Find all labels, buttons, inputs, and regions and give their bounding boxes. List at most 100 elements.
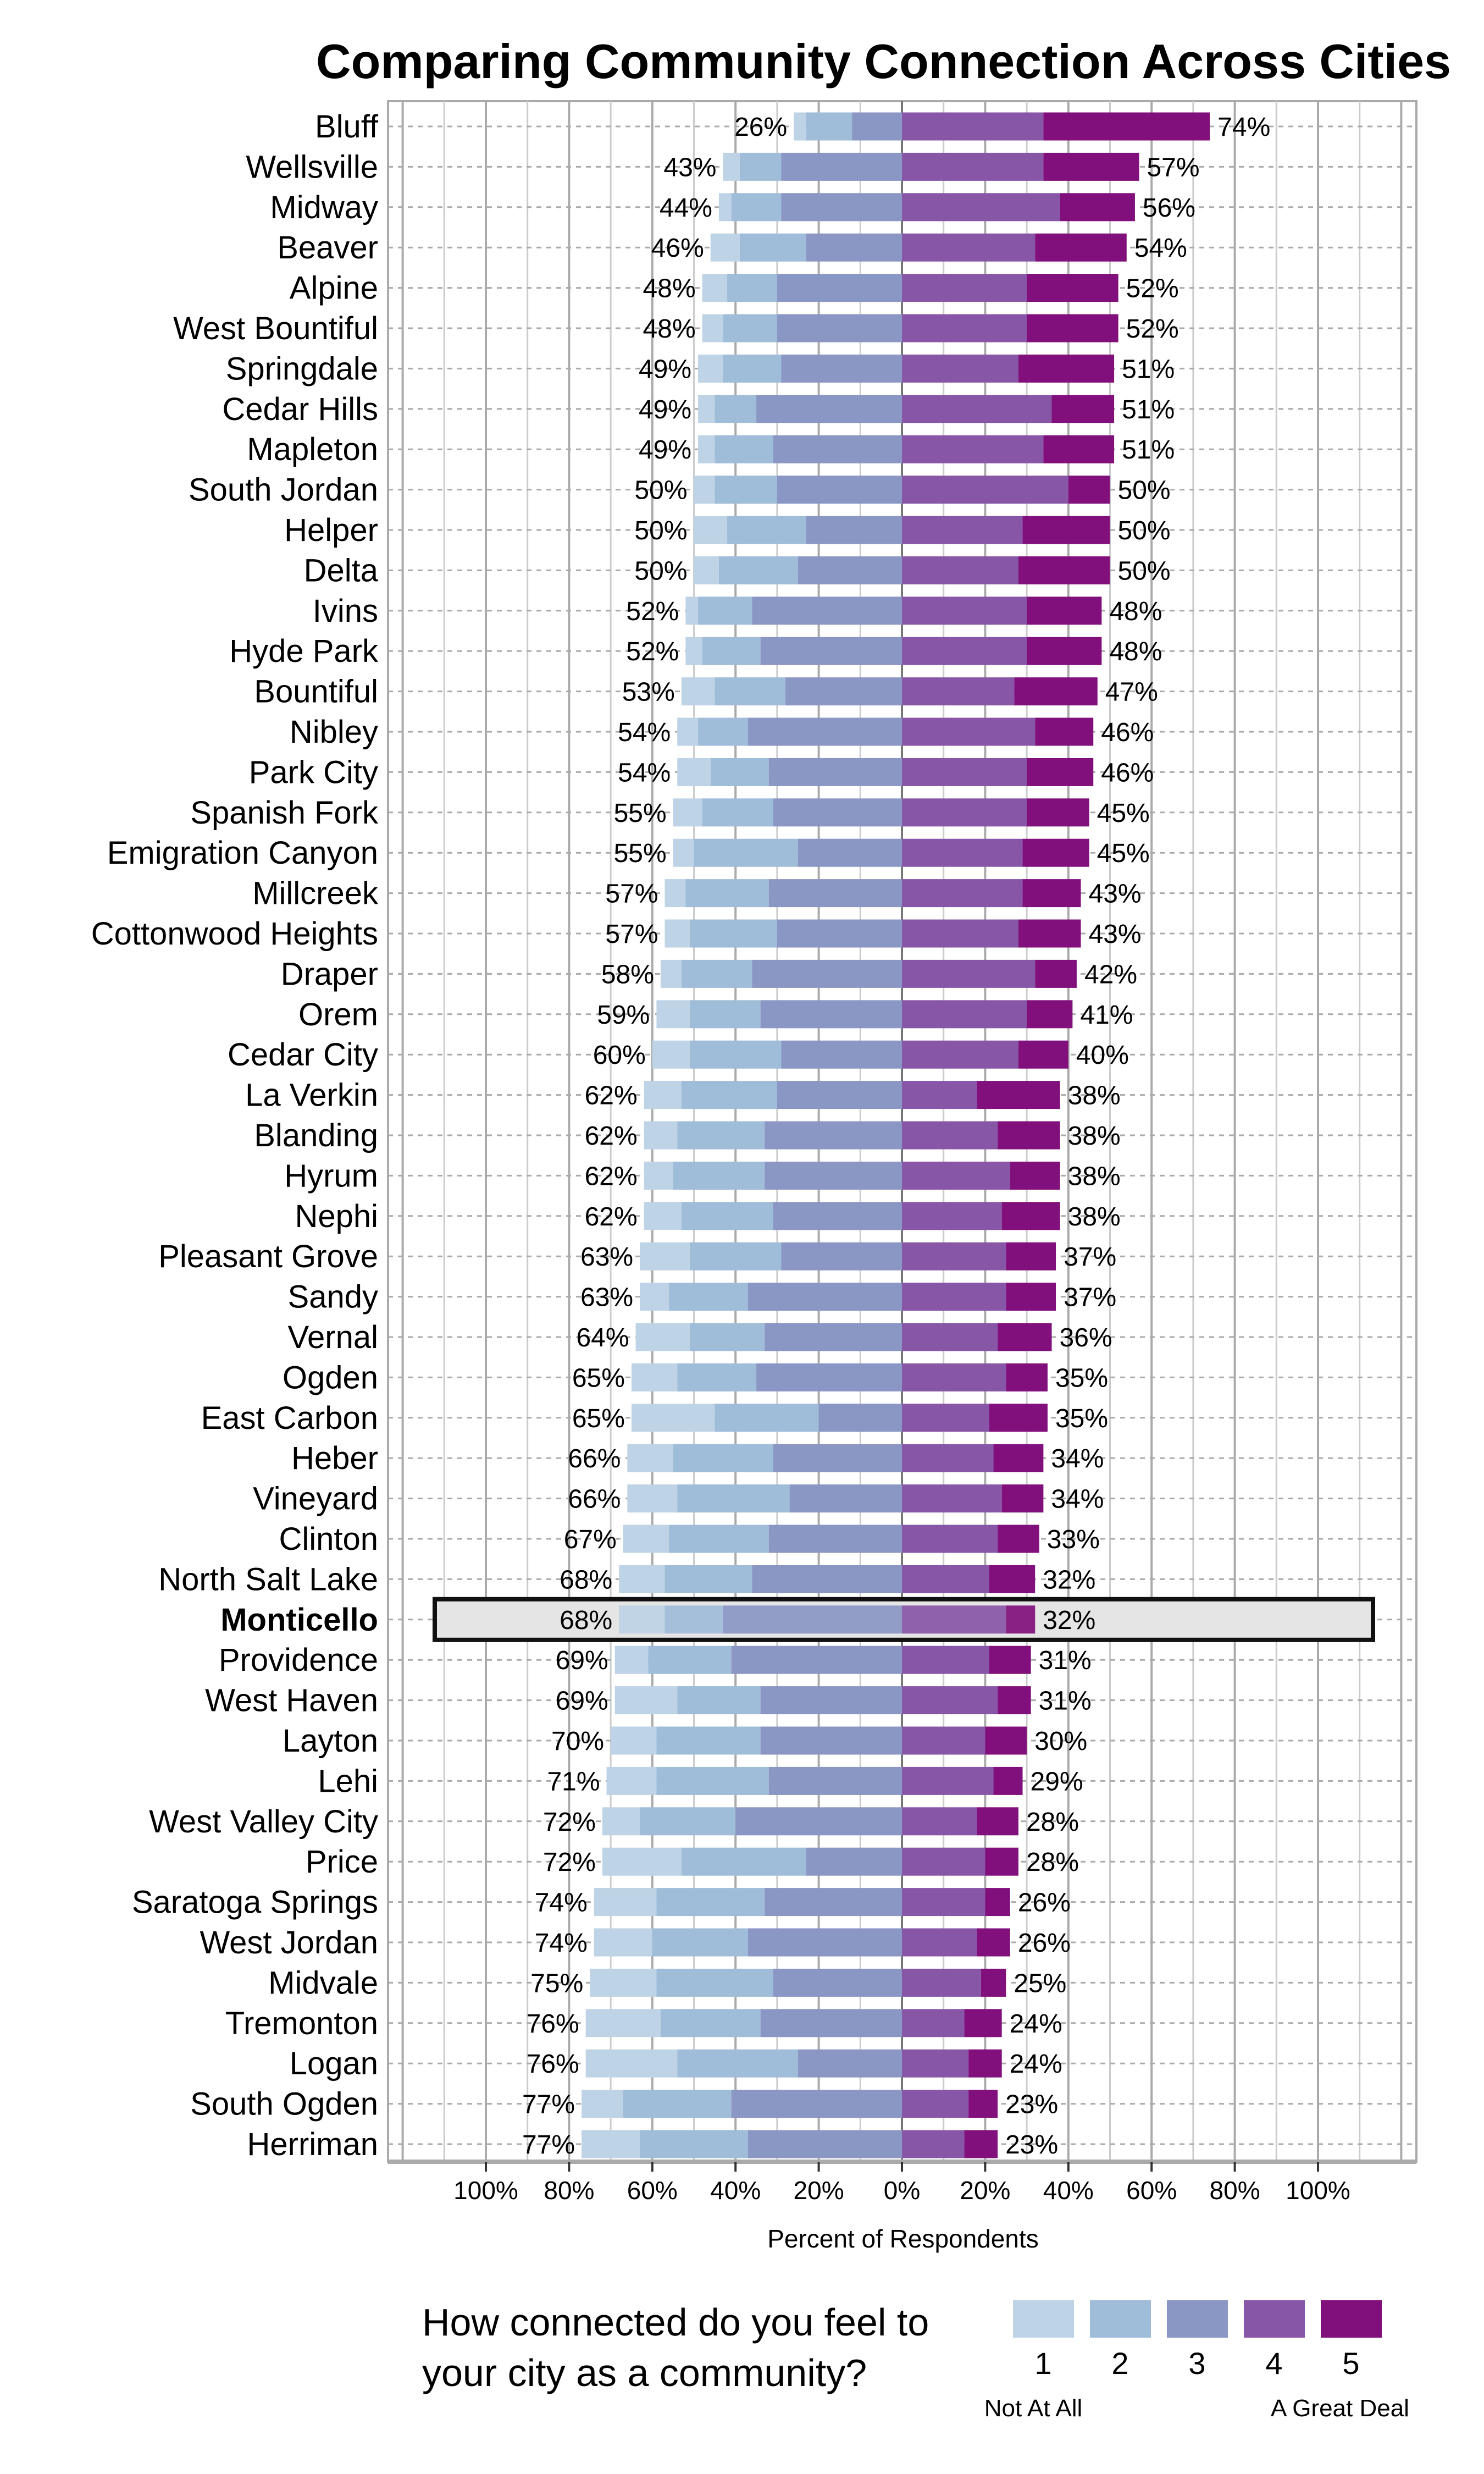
bar-segment-4 [902, 1444, 994, 1472]
bar-segment-4 [902, 1645, 989, 1674]
city-label: Saratoga Springs [132, 1885, 378, 1920]
bar-segment-5 [1027, 597, 1102, 625]
city-label: West Bountiful [173, 311, 378, 346]
bar-segment-5 [998, 1323, 1052, 1351]
bar-segment-2 [689, 1040, 782, 1069]
bar-segment-5 [989, 1565, 1036, 1593]
right-total-label: 38% [1068, 1122, 1121, 1151]
bar-segment-1 [582, 2090, 623, 2118]
bar-segment-2 [656, 1766, 769, 1795]
bar-segment-3 [798, 556, 902, 584]
bar-segment-3 [723, 1605, 902, 1634]
right-total-label: 46% [1101, 718, 1154, 747]
bar-segment-4 [902, 2049, 969, 2078]
bar-segment-3 [773, 798, 902, 827]
city-label: Sandy [288, 1279, 378, 1315]
right-total-label: 32% [1043, 1565, 1095, 1594]
left-total-label: 65% [572, 1404, 625, 1433]
bar-segment-1 [619, 1605, 665, 1634]
bar-segment-5 [1035, 959, 1077, 988]
city-label: North Salt Lake [158, 1561, 378, 1597]
bar-segment-5 [1027, 274, 1118, 302]
bar-segment-5 [998, 1525, 1039, 1553]
bar-segment-4 [902, 1766, 994, 1795]
bar-segment-1 [585, 2009, 661, 2037]
bar-segment-4 [902, 354, 1018, 383]
bar-segment-3 [818, 1404, 902, 1432]
bar-segment-2 [677, 1363, 757, 1391]
bar-segment-3 [765, 1323, 902, 1351]
bar-segment-5 [989, 1404, 1048, 1432]
bar-segment-3 [756, 395, 902, 423]
left-total-label: 50% [634, 556, 687, 586]
bar-segment-1 [582, 2130, 640, 2158]
legend-low-anchor: Not At All [984, 2395, 1083, 2422]
bar-segment-2 [715, 476, 777, 504]
bar-segment-4 [902, 1323, 998, 1351]
city-label: Delta [304, 553, 379, 588]
legend-swatch-5 [1321, 2300, 1382, 2338]
left-total-label: 58% [601, 960, 654, 989]
bar-segment-3 [777, 1081, 902, 1109]
left-total-label: 63% [580, 1242, 633, 1272]
right-total-label: 52% [1126, 314, 1179, 344]
bar-segment-4 [902, 2090, 969, 2118]
city-label: South Jordan [189, 472, 378, 508]
city-label: South Ogden [190, 2086, 378, 2122]
bar-segment-5 [1022, 516, 1110, 544]
right-total-label: 28% [1026, 1808, 1079, 1837]
left-total-label: 69% [556, 1687, 608, 1716]
bar-segment-4 [902, 2009, 965, 2037]
right-total-label: 51% [1122, 435, 1175, 465]
left-total-label: 59% [597, 1001, 650, 1030]
bar-segment-1 [656, 1000, 690, 1029]
bar-segment-3 [768, 879, 902, 908]
bar-segment-3 [773, 435, 902, 463]
city-label: West Valley City [149, 1804, 378, 1840]
bar-segment-2 [640, 1807, 736, 1836]
legend-entry-label: 3 [1188, 2346, 1205, 2381]
right-total-label: 50% [1118, 476, 1171, 505]
bar-segment-2 [673, 1161, 765, 1190]
bar-segment-5 [1043, 112, 1210, 141]
left-total-label: 49% [639, 355, 691, 384]
right-total-label: 56% [1143, 194, 1195, 223]
bar-segment-3 [765, 1888, 902, 1917]
bar-segment-3 [747, 1928, 902, 1957]
bar-segment-4 [902, 1726, 985, 1755]
bar-segment-3 [798, 838, 902, 867]
city-label: Logan [290, 2046, 378, 2081]
bar-segment-5 [1027, 758, 1094, 786]
bar-segment-1 [614, 1686, 678, 1715]
right-total-label: 74% [1217, 113, 1270, 142]
left-total-label: 77% [522, 2130, 575, 2160]
bar-segment-3 [777, 274, 902, 302]
bar-segment-3 [760, 637, 902, 665]
city-label: Ivins [313, 593, 378, 629]
bar-segment-5 [1035, 233, 1127, 262]
right-total-label: 48% [1109, 597, 1162, 626]
city-label: Clinton [279, 1521, 378, 1557]
right-total-label: 40% [1076, 1041, 1129, 1070]
bar-segment-3 [747, 717, 902, 746]
bar-segment-2 [715, 1404, 819, 1432]
bar-segment-5 [993, 1444, 1044, 1472]
bar-segment-2 [681, 1081, 777, 1109]
city-label: West Jordan [200, 1925, 378, 1961]
bar-segment-4 [902, 193, 1060, 222]
bar-segment-5 [1001, 1202, 1060, 1230]
left-total-label: 69% [556, 1646, 608, 1675]
left-total-label: 57% [605, 920, 658, 949]
bar-segment-5 [1006, 1363, 1048, 1391]
legend-entry-label: 4 [1265, 2346, 1282, 2381]
bar-segment-3 [773, 1444, 902, 1472]
city-label: Lehi [318, 1763, 378, 1799]
bar-segment-4 [902, 1283, 1006, 1311]
bar-segment-2 [702, 798, 773, 827]
city-label: Nibley [290, 714, 378, 750]
city-label: Hyrum [284, 1158, 378, 1194]
bar-segment-5 [993, 1766, 1023, 1795]
bar-segment-5 [1006, 1242, 1056, 1271]
left-total-label: 62% [585, 1202, 638, 1232]
bar-segment-3 [768, 758, 902, 786]
